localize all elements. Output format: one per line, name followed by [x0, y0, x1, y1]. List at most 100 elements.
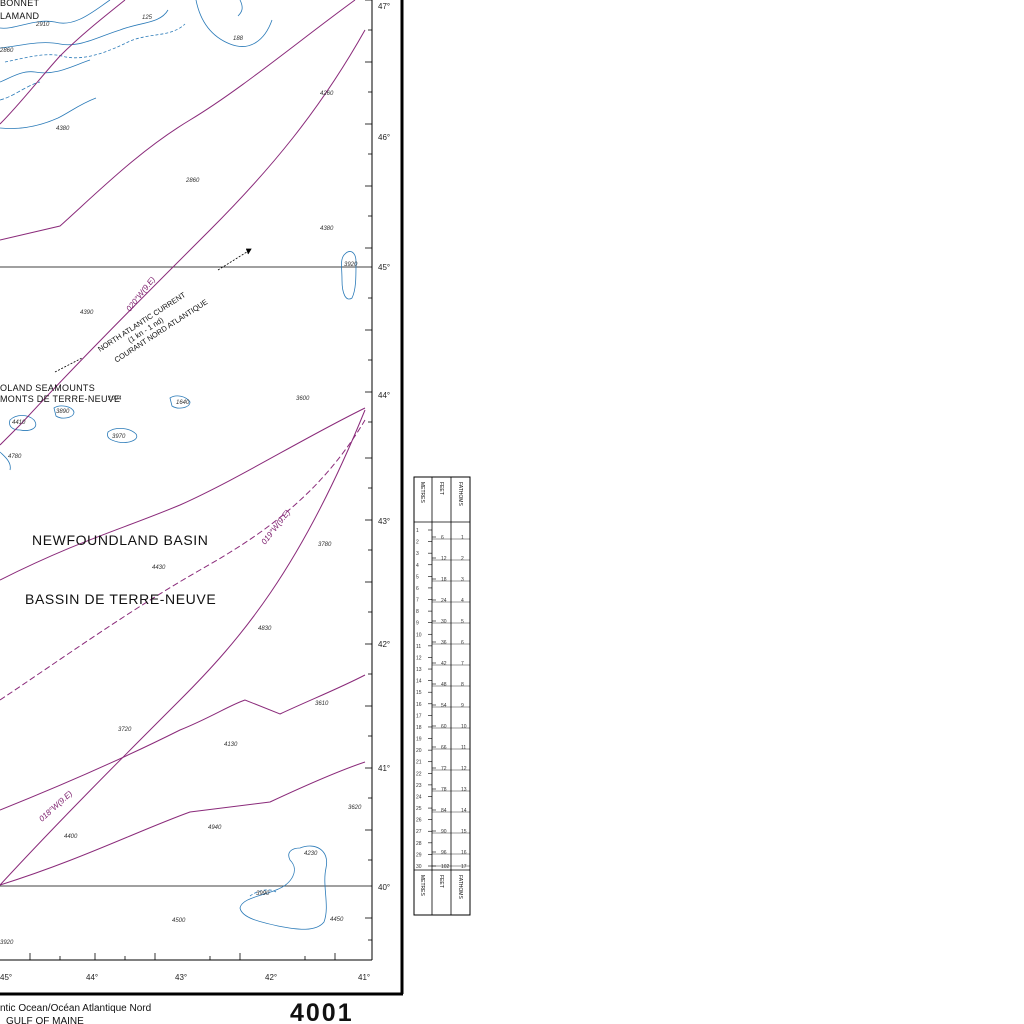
place-names: BONNET LAMAND OLAND SEAMOUNTS MONTS DE T…: [0, 0, 216, 607]
isogonic-label-018: 018°W(9.E): [37, 789, 74, 824]
sounding: 1004: [108, 396, 122, 402]
sounding: 4450: [330, 917, 344, 923]
scale-feet-value: 6: [441, 535, 444, 541]
scale-metres-value: 5: [416, 574, 419, 580]
sounding: 3890: [56, 409, 70, 415]
sounding: 4130: [224, 742, 238, 748]
scale-metres-value: 1: [416, 528, 419, 534]
label-seamounts-fr: MONTS DE TERRE-NEUVE: [0, 394, 120, 404]
sounding: 2910: [35, 22, 50, 28]
sounding: 3600: [296, 396, 310, 402]
scale-feet-value: 72: [441, 766, 447, 772]
scale-metres-value: 4: [416, 563, 419, 569]
scale-fathoms-value: 17: [461, 864, 467, 870]
lat-label: 42°: [378, 640, 390, 649]
lat-label: 43°: [378, 517, 390, 526]
scale-metres-value: 14: [416, 679, 422, 685]
current-arrow-upper: [217, 249, 251, 271]
lat-label: 44°: [378, 391, 390, 400]
chart-frame: [0, 0, 404, 996]
scale-metres-value: 17: [416, 713, 422, 719]
sounding: 4780: [8, 454, 22, 460]
depth-contours: [0, 0, 357, 930]
scale-feet-value: 48: [441, 682, 447, 688]
scale-metres-value: 6: [416, 586, 419, 592]
sounding: 3970: [112, 434, 126, 440]
scale-border: [413, 476, 471, 916]
sounding: 4380: [320, 226, 334, 232]
scale-metres-value: 12: [416, 655, 422, 661]
scale-fathoms-value: 5: [461, 619, 464, 625]
sounding: 1640: [176, 400, 190, 406]
scale-metres-value: 24: [416, 794, 422, 800]
scale-fathoms-value: 12: [461, 766, 467, 772]
label-flamand: LAMAND: [0, 11, 40, 21]
sounding: 2860: [0, 48, 14, 54]
lon-label: 45°: [0, 973, 12, 982]
scale-metres-value: 21: [416, 760, 422, 766]
scale-ticks: 1234567891011121314151617181920212223242…: [416, 528, 470, 870]
scale-fathoms-value: 9: [461, 703, 464, 709]
sounding: 4500: [172, 918, 186, 924]
scale-fathoms-value: 6: [461, 640, 464, 646]
footer-ocean-name: ntic Ocean/Océan Atlantique Nord: [0, 1003, 151, 1014]
isogonic-label-019: 019°W(9.E): [259, 508, 292, 546]
scale-fathoms-value: 10: [461, 724, 467, 730]
scale-fathoms-value: 4: [461, 598, 464, 604]
scale-fathoms-value: 16: [461, 850, 467, 856]
scale-fathoms-value: 14: [461, 808, 467, 814]
scale-metres-value: 2: [416, 540, 419, 546]
scale-footer-metres: METRES: [419, 875, 425, 897]
scale-feet-value: 42: [441, 661, 447, 667]
scale-fathoms-value: 8: [461, 682, 464, 688]
isogonic-lines: [0, 0, 366, 886]
label-basin-fr: BASSIN DE TERRE-NEUVE: [25, 591, 216, 607]
soundings: 125 2910 188 2860 4260 4380 2860 4380 43…: [0, 15, 362, 946]
lat-label: 45°: [378, 263, 390, 272]
sounding: 4390: [80, 310, 94, 316]
scale-metres-value: 19: [416, 737, 422, 743]
label-bonnet: BONNET: [0, 0, 40, 8]
scale-metres-value: 8: [416, 609, 419, 615]
scale-feet-value: 90: [441, 829, 447, 835]
chart-number: 4001: [290, 999, 354, 1024]
scale-fathoms-value: 11: [461, 745, 466, 751]
scale-fathoms-value: 1: [461, 535, 464, 541]
graticule: [0, 266, 372, 887]
scale-header-metres: METRES: [419, 482, 425, 504]
scale-metres-value: 15: [416, 690, 422, 696]
scale-metres-value: 30: [416, 864, 422, 870]
scale-feet-value: 96: [441, 850, 447, 856]
scale-metres-value: 23: [416, 783, 422, 789]
sounding: 4940: [208, 825, 222, 831]
lon-label: 42°: [265, 973, 277, 982]
scale-metres-value: 11: [416, 644, 421, 650]
scale-fathoms-value: 13: [461, 787, 467, 793]
scale-feet-value: 30: [441, 619, 447, 625]
scale-metres-value: 29: [416, 852, 422, 858]
scale-feet-value: 66: [441, 745, 447, 751]
scale-metres-value: 16: [416, 702, 422, 708]
scale-footer-fathoms: FATHOMS: [457, 875, 463, 899]
longitude-labels: 45° 44° 43° 42° 41°: [0, 973, 370, 982]
lon-label: 44°: [86, 973, 98, 982]
current-arrows: [54, 248, 252, 373]
scale-feet-value: 78: [441, 787, 447, 793]
sounding: 4430: [152, 565, 166, 571]
scale-feet-value: 54: [441, 703, 447, 709]
sounding: 3990: [256, 891, 270, 897]
lat-label: 47°: [378, 2, 390, 11]
scale-feet-value: 84: [441, 808, 447, 814]
lat-label: 41°: [378, 764, 390, 773]
sounding: 3620: [348, 805, 362, 811]
scale-metres-value: 20: [416, 748, 422, 754]
sounding: 4230: [304, 851, 318, 857]
depth-conversion-scale: METRES FEET FATHOMS METRES FEET FATHOMS …: [413, 476, 471, 916]
scale-metres-value: 7: [416, 598, 419, 604]
right-border-ticks: [365, 0, 372, 941]
scale-feet-value: 18: [441, 577, 447, 583]
scale-metres-value: 22: [416, 771, 422, 777]
scale-fathoms-value: 15: [461, 829, 467, 835]
scale-fathoms-value: 3: [461, 577, 464, 583]
